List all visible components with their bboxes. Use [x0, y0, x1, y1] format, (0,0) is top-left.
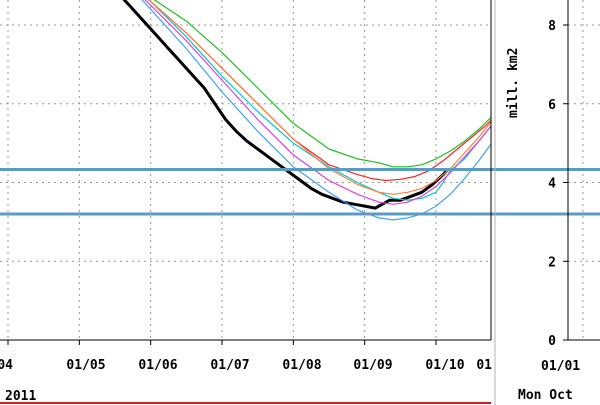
x-tick-label: 01/10 [425, 358, 464, 373]
series-group [122, 0, 491, 221]
series-line-6 [148, 0, 491, 195]
series-line-5 [144, 0, 491, 205]
y-tick-label: 6 [548, 98, 556, 113]
footer-text: Mon Oct [518, 388, 573, 403]
x-tick-label: 01/05 [66, 358, 105, 373]
y-tick-label: 2 [548, 255, 556, 270]
x-tick-label: 01 [476, 358, 492, 373]
year-label: 2011 [5, 389, 36, 404]
x-tick-label: /04 [0, 358, 13, 373]
x-tick-label: 01/08 [282, 358, 321, 373]
y-axis-label: mill. km2 [506, 48, 521, 118]
y-tick-label: 4 [548, 177, 556, 192]
x-tick-label: 01/07 [210, 358, 249, 373]
reference-lines [0, 168, 600, 216]
x-tick-label: 01/09 [353, 358, 392, 373]
y-tick-label: 8 [548, 19, 556, 34]
x-tick-label: 01/06 [138, 358, 177, 373]
y-tick-label: 0 [548, 334, 556, 349]
right-panel-x-tick: 01/01 [541, 359, 580, 374]
tick-labels: 2011 Mon Oct 01/01 mill. km2 /04 01/05 01/… [0, 19, 580, 404]
